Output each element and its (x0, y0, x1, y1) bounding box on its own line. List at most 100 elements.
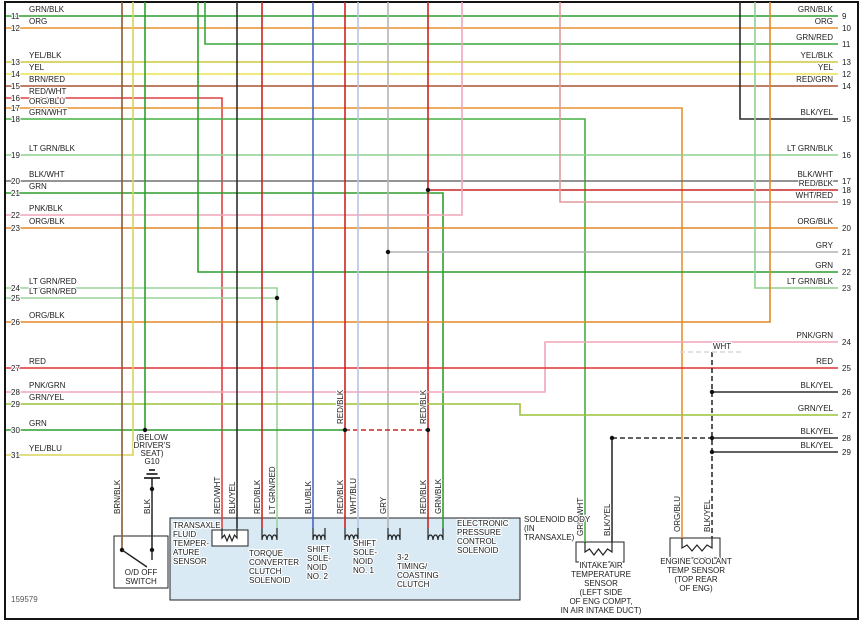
wire-org_blk (6, 2, 771, 323)
wire-label-vertical: BLK/YEL (228, 481, 237, 514)
pin-number-left: 28 (11, 388, 20, 397)
wire-label-left: RED/WHT (29, 87, 66, 96)
junction-dot (709, 449, 715, 455)
pin-number-left: 31 (11, 451, 20, 460)
diagram-frame (4, 1, 859, 620)
wire-wht_red (559, 2, 838, 203)
wire-label-vertical: BRN/BLK (113, 479, 122, 514)
shift-solenoid-1-label: NOID (353, 557, 373, 566)
pin-number-left: 14 (11, 70, 20, 79)
torque-solenoid-label: SOLENOID (249, 576, 291, 585)
coolant-sensor-label: ENGINE COOLANT (660, 557, 732, 566)
wire-label-left: GRN/BLK (29, 5, 65, 14)
shift-solenoid-no1 (344, 528, 359, 541)
pin-number-right: 10 (842, 24, 851, 33)
engine-coolant-temp-element (681, 538, 713, 552)
wire-label-left: LT GRN/RED (29, 287, 77, 296)
wire-label-left: LT GRN/RED (29, 277, 77, 286)
pin-number-right: 14 (842, 82, 851, 91)
intake-sensor-label: (LEFT SIDE (580, 588, 623, 597)
torque-solenoid-label: CONVERTER (249, 558, 299, 567)
wire-label-left: GRN (29, 419, 47, 428)
wire-label-left: YEL/BLK (29, 51, 62, 60)
wire-grn_red (204, 2, 838, 45)
intake-sensor-label: INTAKE AIR (579, 561, 623, 570)
shift-solenoid-2-label: NOID (307, 563, 327, 572)
intake-sensor-label: SENSOR (584, 579, 618, 588)
wire-label-vertical: RED/BLK (419, 479, 428, 514)
junction-dot (385, 249, 391, 255)
wire-label-right: BLK/YEL (801, 381, 834, 390)
shift-solenoid-2-label: NO. 2 (307, 572, 328, 581)
shift-solenoid-1-label: SHIFT (353, 539, 376, 548)
intake-air-temp-element (584, 542, 613, 556)
coolant-sensor-label: OF ENG) (679, 584, 713, 593)
pin-number-right: 21 (842, 248, 851, 257)
pin-number-left: 24 (11, 284, 20, 293)
od-switch-label: O/D OFF (125, 568, 158, 577)
wire-label-left: ORG (29, 17, 47, 26)
pin-number-right: 18 (842, 186, 851, 195)
wire-label-left: GRN/YEL (29, 393, 65, 402)
pin-number-left: 21 (11, 189, 20, 198)
wire-label-vertical: BLK/YEL (703, 499, 712, 532)
epc-solenoid-label: CONTROL (457, 537, 497, 546)
junction-dot (425, 187, 431, 193)
od-switch-label: SWITCH (125, 577, 157, 586)
wire-lt_grn_red (6, 287, 278, 528)
wire-label-vertical: RED/BLK (336, 389, 345, 424)
junction-dot (425, 427, 431, 433)
pin-number-left: 20 (11, 177, 20, 186)
wire-label-left: BLK/WHT (29, 170, 65, 179)
pin-number-right: 15 (842, 115, 851, 124)
timing-coasting-label: COASTING (397, 571, 439, 580)
wire-grn (197, 2, 838, 273)
solenoid-body-label: TRANSAXLE) (524, 533, 575, 542)
wire-label-right: ORG (815, 17, 833, 26)
wire-label-right: RED/BLK (799, 179, 834, 188)
wire-label-left: LT GRN/BLK (29, 144, 76, 153)
wire-label-vertical: GRY (379, 496, 388, 514)
transaxle-sensor-label: SENSOR (173, 557, 207, 566)
transaxle-sensor-label: TRANSAXLE (173, 521, 221, 530)
wire-red_wht (6, 97, 223, 528)
wire-label-vertical: BLU/BLK (304, 480, 313, 514)
wire-label-left: PNK/GRN (29, 381, 66, 390)
wire-label-vertical: GRN/WHT (576, 498, 585, 536)
pin-number-left: 17 (11, 104, 20, 113)
junction-dot (342, 427, 348, 433)
wire-org_blu (6, 107, 683, 538)
pin-number-right: 27 (842, 411, 851, 420)
wire-label-left: PNK/BLK (29, 204, 63, 213)
wire-label-vertical: GRN/BLK (434, 478, 443, 514)
shift-solenoid-2-label: SOLE- (307, 554, 331, 563)
pin-number-right: 16 (842, 151, 851, 160)
wire-label-left: GRN/WHT (29, 108, 67, 117)
wire-label-left: YEL/BLU (29, 444, 62, 453)
transaxle-sensor-label: FLUID (173, 530, 196, 539)
shift-solenoid-1-label: SOLE- (353, 548, 377, 557)
junction-dot (274, 295, 280, 301)
wht-label: WHT (713, 342, 731, 351)
pin-number-left: 23 (11, 224, 20, 233)
wire-label-right: BLK/YEL (801, 108, 834, 117)
wire-blk_yel (739, 2, 838, 120)
pin-number-right: 9 (842, 12, 847, 21)
transaxle-fluid-temp-sensor (221, 528, 238, 543)
coolant-sensor-label: TEMP SENSOR (667, 566, 725, 575)
intake-sensor-label: OF ENG COMPT, (569, 597, 632, 606)
wire-label-right: GRY (816, 241, 834, 250)
pin-number-left: 16 (11, 94, 20, 103)
shift-solenoid-1-label: NO. 1 (353, 566, 374, 575)
wire-label-vertical: LT GRN/RED (268, 466, 277, 514)
wire-label-right: BLK/WHT (797, 170, 833, 179)
pin-number-right: 22 (842, 268, 851, 277)
wire-label-right: YEL (818, 63, 834, 72)
wire-label-right: YEL/BLK (801, 51, 834, 60)
wire-lt_grn_blk (754, 2, 838, 289)
shift-solenoid-2-label: SHIFT (307, 545, 330, 554)
torque-solenoid-label: CLUTCH (249, 567, 282, 576)
wire-label-right: GRN/BLK (798, 5, 834, 14)
